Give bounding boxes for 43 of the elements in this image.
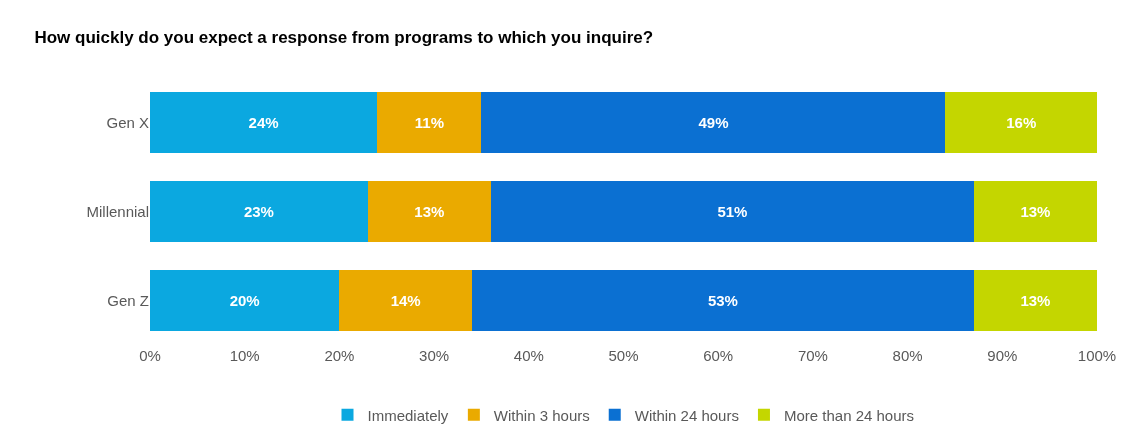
- bar: [945, 92, 1097, 153]
- bar: [471, 270, 974, 331]
- x-tick-label: 70%: [797, 347, 828, 364]
- data-label: 16%: [1006, 114, 1037, 131]
- bar: [150, 181, 368, 242]
- x-tick-label: 100%: [1077, 347, 1117, 364]
- data-label: 13%: [1020, 292, 1051, 309]
- y-tick-label: Gen Z: [107, 291, 149, 309]
- bar: [490, 181, 974, 242]
- x-tick-label: 0%: [139, 347, 161, 364]
- x-tick-label: 10%: [229, 347, 260, 364]
- legend-label: Within 24 hours: [634, 406, 739, 424]
- legend-label: Within 3 hours: [493, 406, 590, 424]
- data-label: 51%: [717, 203, 748, 220]
- chart-title: How quickly do you expect a response from programs to which you inquire?: [34, 27, 654, 47]
- legend-label: More than 24 hours: [783, 406, 915, 424]
- bar: [150, 92, 378, 153]
- data-label: 24%: [248, 114, 279, 131]
- data-label: 14%: [390, 292, 421, 309]
- x-tick-label: 60%: [703, 347, 734, 364]
- x-tick-label: 90%: [987, 347, 1018, 364]
- y-tick-label: Millennial: [86, 202, 149, 220]
- bar: [339, 270, 472, 331]
- bar: [150, 270, 340, 331]
- y-tick-label: Gen X: [106, 113, 149, 131]
- x-tick-label: 40%: [513, 347, 544, 364]
- data-label: 13%: [414, 203, 445, 220]
- x-tick-label: 20%: [324, 347, 355, 364]
- bar: [377, 92, 482, 153]
- data-label: 49%: [698, 114, 729, 131]
- data-label: 23%: [243, 203, 274, 220]
- bar: [973, 181, 1097, 242]
- legend-label: Immediately: [367, 406, 449, 424]
- data-label: 13%: [1020, 203, 1051, 220]
- data-label: 20%: [229, 292, 260, 309]
- x-tick-label: 30%: [419, 347, 450, 364]
- bar: [367, 181, 491, 242]
- bar: [973, 270, 1097, 331]
- data-label: 11%: [414, 114, 444, 131]
- x-tick-label: 80%: [892, 347, 923, 364]
- x-tick-label: 50%: [608, 347, 639, 364]
- bar: [481, 92, 946, 153]
- data-label: 53%: [707, 292, 738, 309]
